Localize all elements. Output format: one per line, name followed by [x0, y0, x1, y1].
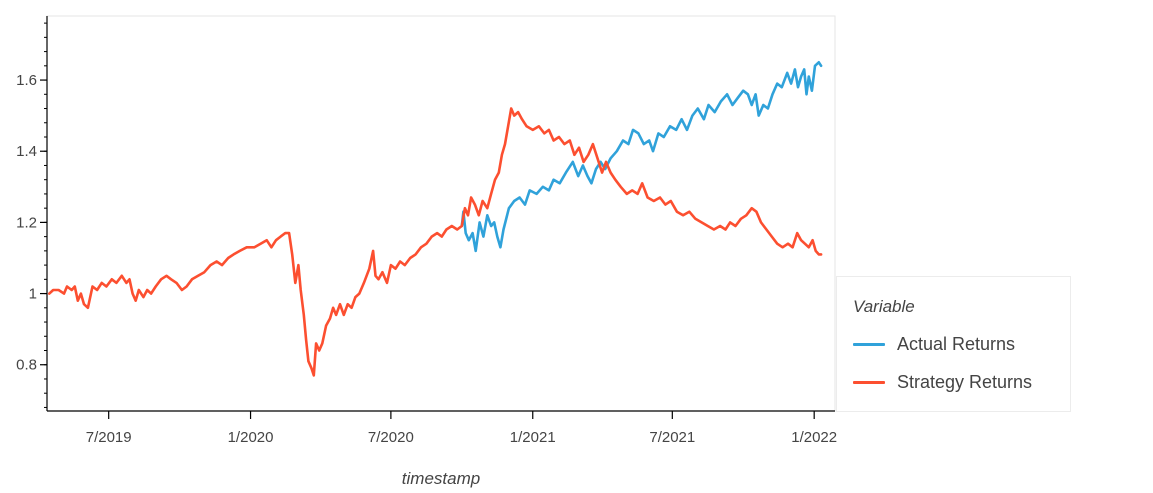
plot-area [46, 15, 836, 412]
legend-label-actual-returns: Actual Returns [897, 333, 1016, 354]
legend-title: Variable [853, 297, 915, 316]
legend-item-actual-returns[interactable]: Actual Returns [853, 334, 1015, 354]
series-line-strategy-returns [48, 107, 823, 377]
x-tick-label: 1/2020 [228, 429, 274, 446]
legend-swatch-actual-returns [853, 342, 885, 346]
x-tick-label: 7/2019 [86, 429, 132, 446]
x-ticks: 7/2019 1/2020 7/2020 1/2021 7/2021 1/2022 [86, 411, 837, 446]
series-layer [48, 61, 823, 377]
legend-item-strategy-returns[interactable]: Strategy Returns [853, 372, 1032, 392]
legend: Variable Actual Returns Strategy Returns [836, 276, 1071, 412]
y-tick-label: 1.6 [16, 72, 37, 89]
y-tick-label: 1 [29, 286, 37, 303]
x-tick-label: 7/2021 [649, 429, 695, 446]
series-line-actual-returns [460, 61, 823, 253]
y-tick-label: 0.8 [16, 357, 37, 374]
x-tick-label: 7/2020 [368, 429, 414, 446]
x-tick-label: 1/2022 [791, 429, 837, 446]
x-axis-title: timestamp [402, 469, 480, 488]
legend-label-strategy-returns: Strategy Returns [897, 371, 1033, 392]
y-ticks: 0.8 1 1.2 1.4 1.6 [16, 72, 47, 374]
legend-swatch-strategy-returns [853, 380, 885, 384]
y-tick-label: 1.2 [16, 214, 37, 231]
y-tick-label: 1.4 [16, 143, 37, 160]
x-tick-label: 1/2021 [510, 429, 556, 446]
